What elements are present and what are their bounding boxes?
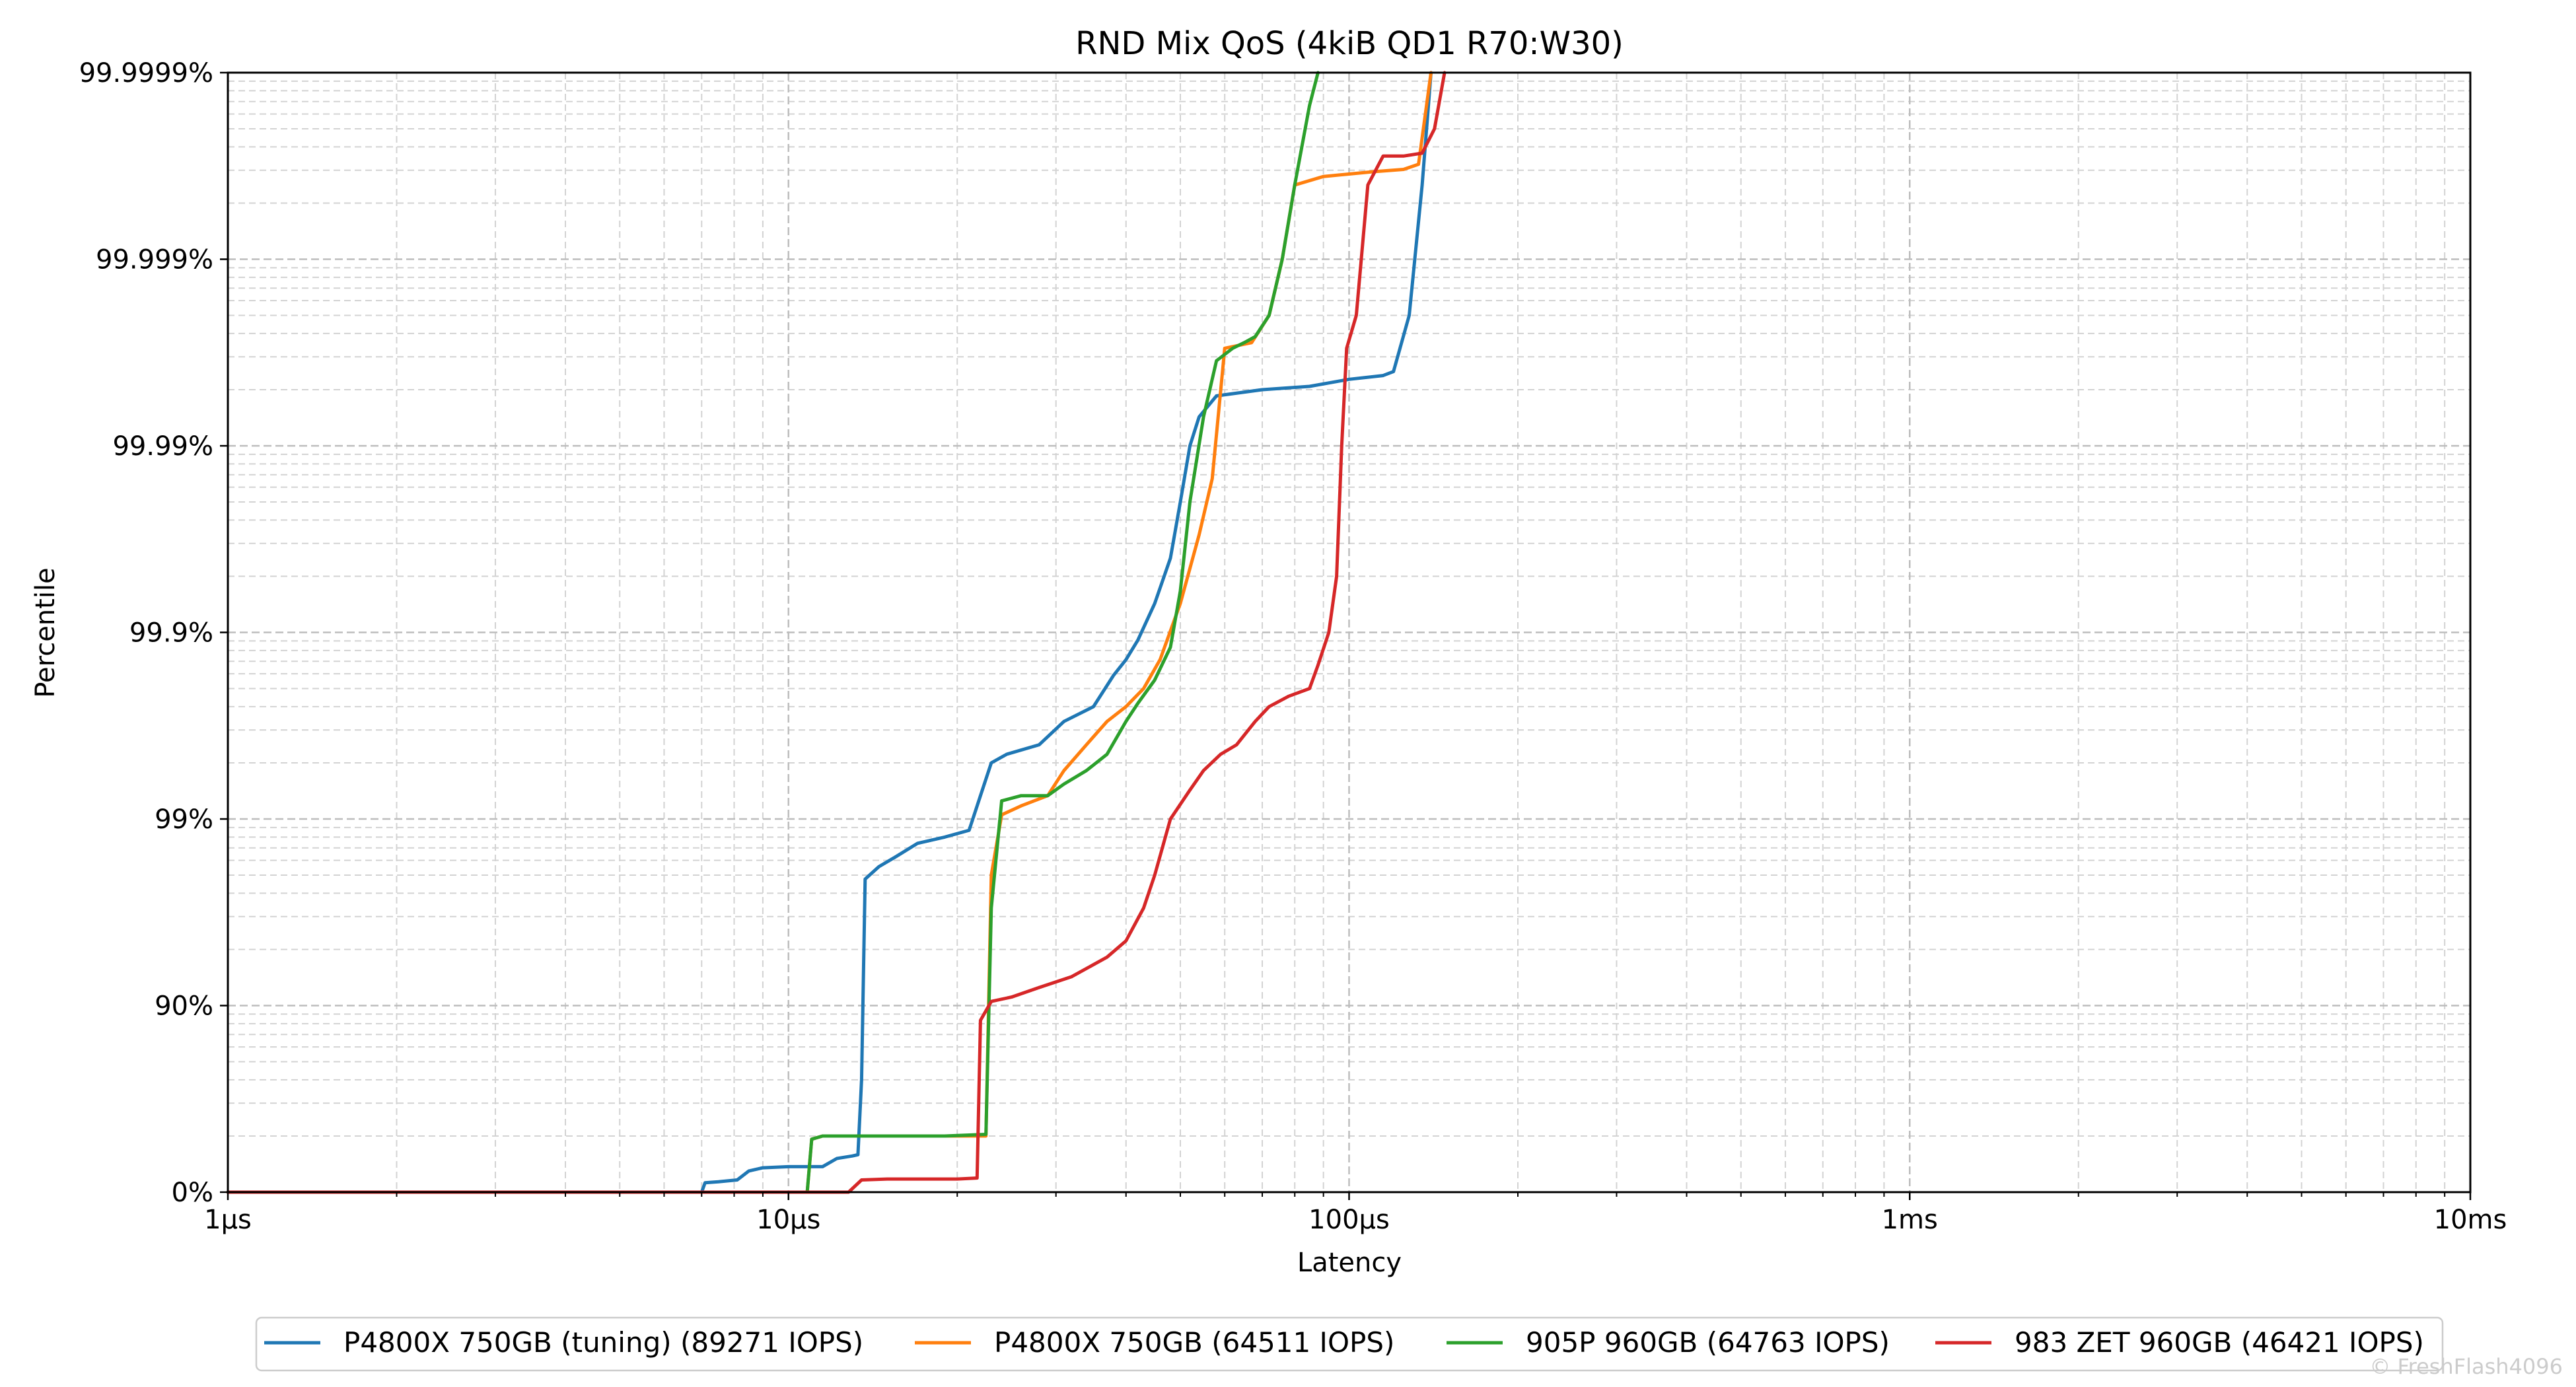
y-tick-label: 0% <box>172 1178 213 1208</box>
series-line-3 <box>226 71 1320 1194</box>
x-tick-label: 1ms <box>1882 1205 1938 1235</box>
series-layer <box>226 71 1447 1194</box>
legend-frame <box>255 1316 2444 1372</box>
legend-label-3: 905P 960GB (64763 IOPS) <box>1526 1326 1890 1359</box>
x-axis-title: Latency <box>1297 1248 1402 1278</box>
y-axis-ticks: 0% 90% 99% 99.9% 99.99% 99.999% 99.9999% <box>79 58 228 1208</box>
x-tick-label: 10µs <box>756 1205 820 1235</box>
watermark: © FreshFlash4096 <box>2369 1354 2563 1379</box>
y-tick-label: 99% <box>155 804 213 835</box>
legend-label-4: 983 ZET 960GB (46421 IOPS) <box>2015 1326 2424 1359</box>
series-line-4 <box>226 71 1447 1194</box>
y-tick-label: 99.9% <box>129 618 213 649</box>
y-axis-title: Percentile <box>30 567 61 697</box>
x-axis-ticks: 1µs 10µs 100µs 1ms 10ms <box>204 1192 2507 1235</box>
legend-label-1: P4800X 750GB (tuning) (89271 IOPS) <box>343 1326 863 1359</box>
y-tick-label: 99.999% <box>96 245 213 275</box>
y-tick-label: 99.9999% <box>79 58 213 89</box>
legend-label-2: P4800X 750GB (64511 IOPS) <box>994 1326 1394 1359</box>
y-tick-label: 99.99% <box>112 431 213 462</box>
x-tick-label: 10ms <box>2434 1205 2507 1235</box>
series-line-1 <box>226 71 1433 1194</box>
chart-title: RND Mix QoS (4kiB QD1 R70:W30) <box>1075 25 1624 62</box>
y-tick-label: 90% <box>155 991 213 1022</box>
x-tick-label: 100µs <box>1308 1205 1390 1235</box>
legend-items: P4800X 750GB (tuning) (89271 IOPS) P4800X… <box>264 1326 2424 1359</box>
legend: P4800X 750GB (tuning) (89271 IOPS) P4800X… <box>255 1316 2444 1372</box>
x-tick-label: 1µs <box>204 1205 252 1235</box>
